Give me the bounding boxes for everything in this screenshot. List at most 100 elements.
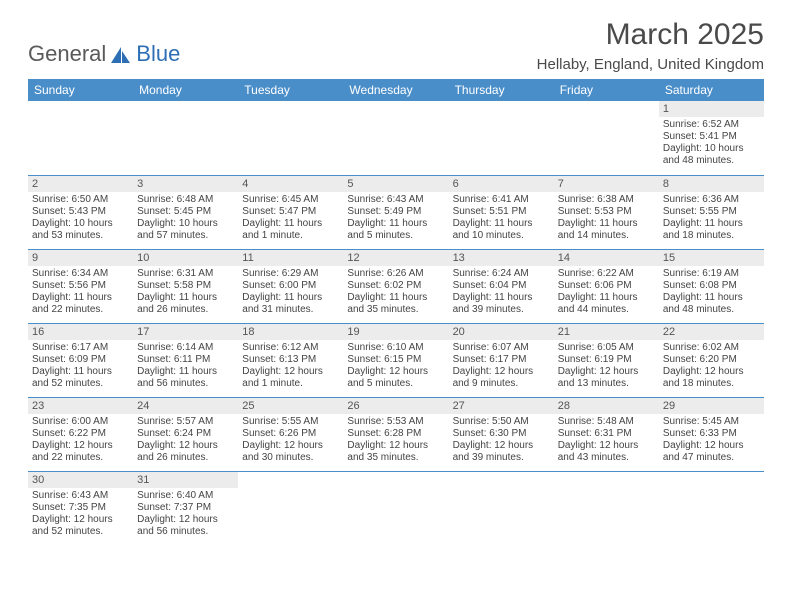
day-line: Daylight: 12 hours — [558, 440, 655, 452]
day-line: Sunrise: 6:41 AM — [453, 194, 550, 206]
day-body: Sunrise: 5:48 AMSunset: 6:31 PMDaylight:… — [554, 414, 659, 467]
day-line: Daylight: 11 hours — [453, 292, 550, 304]
day-line: and 57 minutes. — [137, 230, 234, 242]
day-line: and 35 minutes. — [347, 304, 444, 316]
day-number: 25 — [238, 398, 343, 414]
day-cell: 15Sunrise: 6:19 AMSunset: 6:08 PMDayligh… — [659, 249, 764, 323]
day-line: and 53 minutes. — [32, 230, 129, 242]
day-line: Sunset: 6:04 PM — [453, 280, 550, 292]
day-line: Sunset: 6:00 PM — [242, 280, 339, 292]
day-line: Daylight: 12 hours — [137, 514, 234, 526]
day-line: and 52 minutes. — [32, 378, 129, 390]
day-cell: 31Sunrise: 6:40 AMSunset: 7:37 PMDayligh… — [133, 471, 238, 545]
day-cell: 5Sunrise: 6:43 AMSunset: 5:49 PMDaylight… — [343, 175, 448, 249]
day-cell: 22Sunrise: 6:02 AMSunset: 6:20 PMDayligh… — [659, 323, 764, 397]
day-body: Sunrise: 6:43 AMSunset: 5:49 PMDaylight:… — [343, 192, 448, 245]
day-line: Sunset: 5:56 PM — [32, 280, 129, 292]
day-line: Sunrise: 6:14 AM — [137, 342, 234, 354]
day-number: 4 — [238, 176, 343, 192]
day-number: 23 — [28, 398, 133, 414]
day-line: Daylight: 11 hours — [453, 218, 550, 230]
day-number: 5 — [343, 176, 448, 192]
title-block: March 2025 Hellaby, England, United King… — [537, 18, 764, 73]
day-number: 19 — [343, 324, 448, 340]
day-cell: 27Sunrise: 5:50 AMSunset: 6:30 PMDayligh… — [449, 397, 554, 471]
day-line: Daylight: 11 hours — [347, 292, 444, 304]
day-line: Sunrise: 6:05 AM — [558, 342, 655, 354]
col-tuesday: Tuesday — [238, 79, 343, 101]
day-cell: 11Sunrise: 6:29 AMSunset: 6:00 PMDayligh… — [238, 249, 343, 323]
day-line: Daylight: 12 hours — [347, 440, 444, 452]
day-cell: 10Sunrise: 6:31 AMSunset: 5:58 PMDayligh… — [133, 249, 238, 323]
day-cell: 4Sunrise: 6:45 AMSunset: 5:47 PMDaylight… — [238, 175, 343, 249]
day-line: Sunrise: 6:40 AM — [137, 490, 234, 502]
day-body: Sunrise: 6:34 AMSunset: 5:56 PMDaylight:… — [28, 266, 133, 319]
day-line: Sunset: 6:19 PM — [558, 354, 655, 366]
day-line: Sunset: 5:53 PM — [558, 206, 655, 218]
day-line: Sunrise: 5:53 AM — [347, 416, 444, 428]
day-line: and 48 minutes. — [663, 155, 760, 167]
day-line: Daylight: 12 hours — [242, 366, 339, 378]
day-cell — [28, 101, 133, 175]
day-line: Sunset: 6:09 PM — [32, 354, 129, 366]
day-line: and 5 minutes. — [347, 230, 444, 242]
day-number: 28 — [554, 398, 659, 414]
day-line: Daylight: 11 hours — [32, 366, 129, 378]
day-number: 11 — [238, 250, 343, 266]
day-cell: 30Sunrise: 6:43 AMSunset: 7:35 PMDayligh… — [28, 471, 133, 545]
day-line: Daylight: 11 hours — [137, 366, 234, 378]
day-cell — [554, 471, 659, 545]
day-cell: 1Sunrise: 6:52 AMSunset: 5:41 PMDaylight… — [659, 101, 764, 175]
day-line: Sunrise: 6:36 AM — [663, 194, 760, 206]
day-line: Sunrise: 6:07 AM — [453, 342, 550, 354]
day-line: Sunrise: 6:02 AM — [663, 342, 760, 354]
day-line: and 35 minutes. — [347, 452, 444, 464]
day-line: Sunrise: 6:29 AM — [242, 268, 339, 280]
day-body: Sunrise: 5:57 AMSunset: 6:24 PMDaylight:… — [133, 414, 238, 467]
day-line: Sunrise: 6:43 AM — [347, 194, 444, 206]
day-line: and 47 minutes. — [663, 452, 760, 464]
day-cell: 12Sunrise: 6:26 AMSunset: 6:02 PMDayligh… — [343, 249, 448, 323]
day-line: Daylight: 12 hours — [453, 366, 550, 378]
day-number: 3 — [133, 176, 238, 192]
day-line: Sunset: 6:08 PM — [663, 280, 760, 292]
day-body: Sunrise: 5:53 AMSunset: 6:28 PMDaylight:… — [343, 414, 448, 467]
day-line: and 26 minutes. — [137, 452, 234, 464]
day-number: 15 — [659, 250, 764, 266]
day-body: Sunrise: 6:00 AMSunset: 6:22 PMDaylight:… — [28, 414, 133, 467]
day-cell: 20Sunrise: 6:07 AMSunset: 6:17 PMDayligh… — [449, 323, 554, 397]
day-line: Sunset: 5:58 PM — [137, 280, 234, 292]
day-line: and 22 minutes. — [32, 304, 129, 316]
day-body: Sunrise: 6:26 AMSunset: 6:02 PMDaylight:… — [343, 266, 448, 319]
col-wednesday: Wednesday — [343, 79, 448, 101]
day-body: Sunrise: 5:45 AMSunset: 6:33 PMDaylight:… — [659, 414, 764, 467]
day-line: Daylight: 11 hours — [558, 292, 655, 304]
day-body: Sunrise: 6:10 AMSunset: 6:15 PMDaylight:… — [343, 340, 448, 393]
day-line: Sunrise: 6:43 AM — [32, 490, 129, 502]
day-line: and 26 minutes. — [137, 304, 234, 316]
day-line: Sunrise: 6:17 AM — [32, 342, 129, 354]
day-line: Sunset: 6:13 PM — [242, 354, 339, 366]
week-row: 2Sunrise: 6:50 AMSunset: 5:43 PMDaylight… — [28, 175, 764, 249]
day-line: Sunset: 5:45 PM — [137, 206, 234, 218]
day-number: 8 — [659, 176, 764, 192]
day-line: and 10 minutes. — [453, 230, 550, 242]
day-line: Sunset: 5:55 PM — [663, 206, 760, 218]
day-line: Sunrise: 5:48 AM — [558, 416, 655, 428]
day-line: and 44 minutes. — [558, 304, 655, 316]
day-line: Sunrise: 5:45 AM — [663, 416, 760, 428]
day-cell: 29Sunrise: 5:45 AMSunset: 6:33 PMDayligh… — [659, 397, 764, 471]
day-cell — [554, 101, 659, 175]
day-line: and 18 minutes. — [663, 230, 760, 242]
week-row: 16Sunrise: 6:17 AMSunset: 6:09 PMDayligh… — [28, 323, 764, 397]
day-number: 17 — [133, 324, 238, 340]
day-number: 10 — [133, 250, 238, 266]
day-body: Sunrise: 6:07 AMSunset: 6:17 PMDaylight:… — [449, 340, 554, 393]
day-line: Sunset: 6:26 PM — [242, 428, 339, 440]
logo-text-1: General — [28, 41, 106, 67]
day-line: Sunset: 6:31 PM — [558, 428, 655, 440]
day-cell: 24Sunrise: 5:57 AMSunset: 6:24 PMDayligh… — [133, 397, 238, 471]
day-line: and 18 minutes. — [663, 378, 760, 390]
day-cell — [238, 471, 343, 545]
day-cell: 18Sunrise: 6:12 AMSunset: 6:13 PMDayligh… — [238, 323, 343, 397]
